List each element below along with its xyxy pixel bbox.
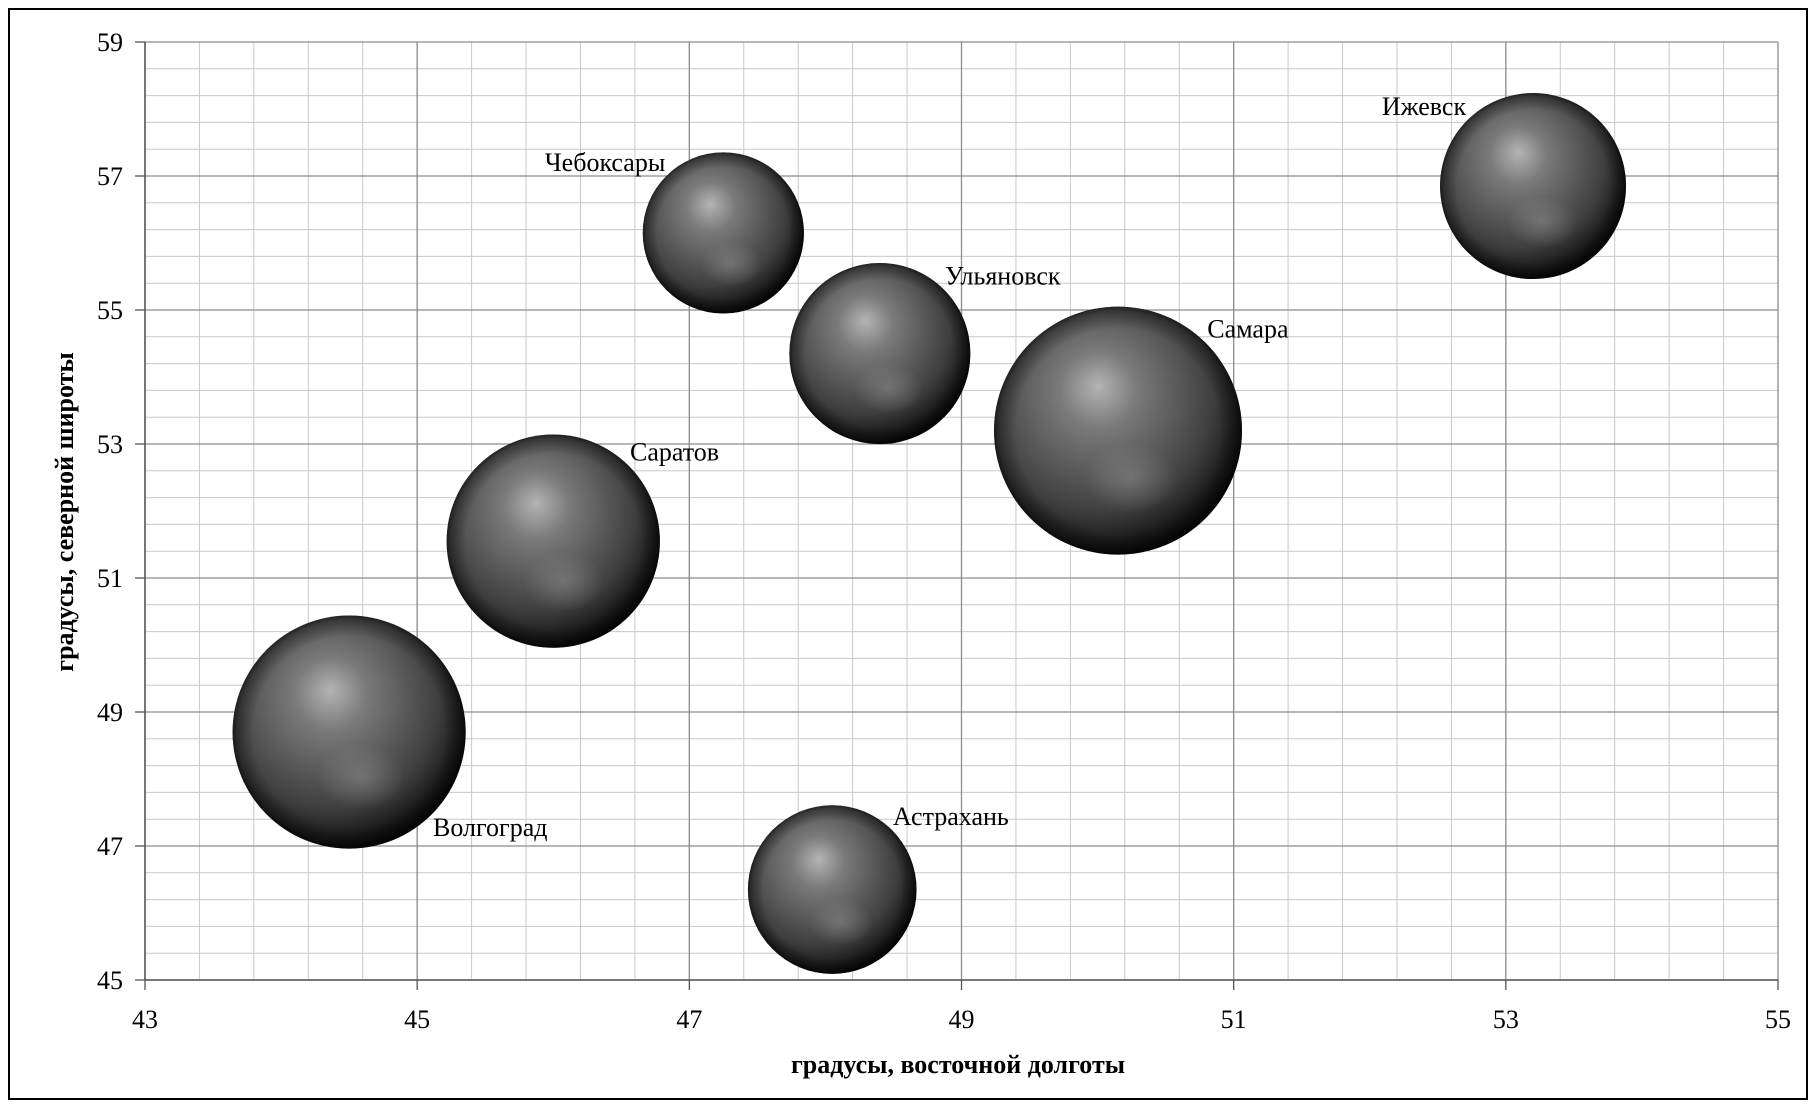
bubble bbox=[446, 434, 660, 648]
x-tick-label: 45 bbox=[404, 1005, 430, 1034]
x-tick-label: 43 bbox=[132, 1005, 158, 1034]
y-tick-label: 59 bbox=[97, 28, 123, 57]
bubble-label: Астрахань bbox=[893, 802, 1009, 831]
y-tick-label: 51 bbox=[97, 564, 123, 593]
y-tick-label: 45 bbox=[97, 966, 123, 995]
bubble-rim bbox=[446, 434, 660, 648]
x-tick-label: 49 bbox=[949, 1005, 975, 1034]
x-axis-ticks: 43 45 47 49 51 53 55 bbox=[132, 980, 1791, 1034]
bubble-label: Самара bbox=[1207, 314, 1289, 343]
bubble-labels: Чебоксары Ульяновск Ижевск Самара Саратов Вол… bbox=[433, 92, 1466, 842]
bubble bbox=[1440, 93, 1627, 280]
y-tick-label: 53 bbox=[97, 430, 123, 459]
bubble-rim bbox=[232, 615, 466, 849]
x-tick-label: 53 bbox=[1493, 1005, 1519, 1034]
bubble-label: Волгоград bbox=[433, 813, 547, 842]
bubbles bbox=[232, 93, 1627, 974]
bubble-rim bbox=[993, 306, 1242, 555]
bubble-label: Чебоксары bbox=[545, 148, 666, 177]
bubble-label: Ижевск bbox=[1382, 92, 1467, 121]
y-axis-title: градусы, северной широты bbox=[50, 352, 79, 671]
bubble bbox=[232, 615, 466, 849]
bubble bbox=[993, 306, 1242, 555]
bubble bbox=[789, 263, 971, 445]
bubble-label: Ульяновск bbox=[945, 261, 1061, 290]
bubble bbox=[642, 152, 804, 314]
bubble bbox=[747, 805, 917, 974]
bubble-label: Саратов bbox=[630, 437, 719, 466]
x-axis-title: градусы, восточной долготы bbox=[791, 1050, 1125, 1079]
bubble-rim bbox=[789, 263, 971, 445]
y-axis-ticks: 45 47 49 51 53 55 57 59 bbox=[97, 28, 145, 995]
y-tick-label: 47 bbox=[97, 832, 123, 861]
x-tick-label: 55 bbox=[1765, 1005, 1791, 1034]
y-tick-label: 49 bbox=[97, 698, 123, 727]
x-tick-label: 51 bbox=[1221, 1005, 1247, 1034]
bubble-rim bbox=[747, 805, 917, 974]
y-tick-label: 57 bbox=[97, 162, 123, 191]
bubble-rim bbox=[1440, 93, 1627, 280]
y-tick-label: 55 bbox=[97, 296, 123, 325]
x-tick-label: 47 bbox=[676, 1005, 702, 1034]
bubble-rim bbox=[642, 152, 804, 314]
